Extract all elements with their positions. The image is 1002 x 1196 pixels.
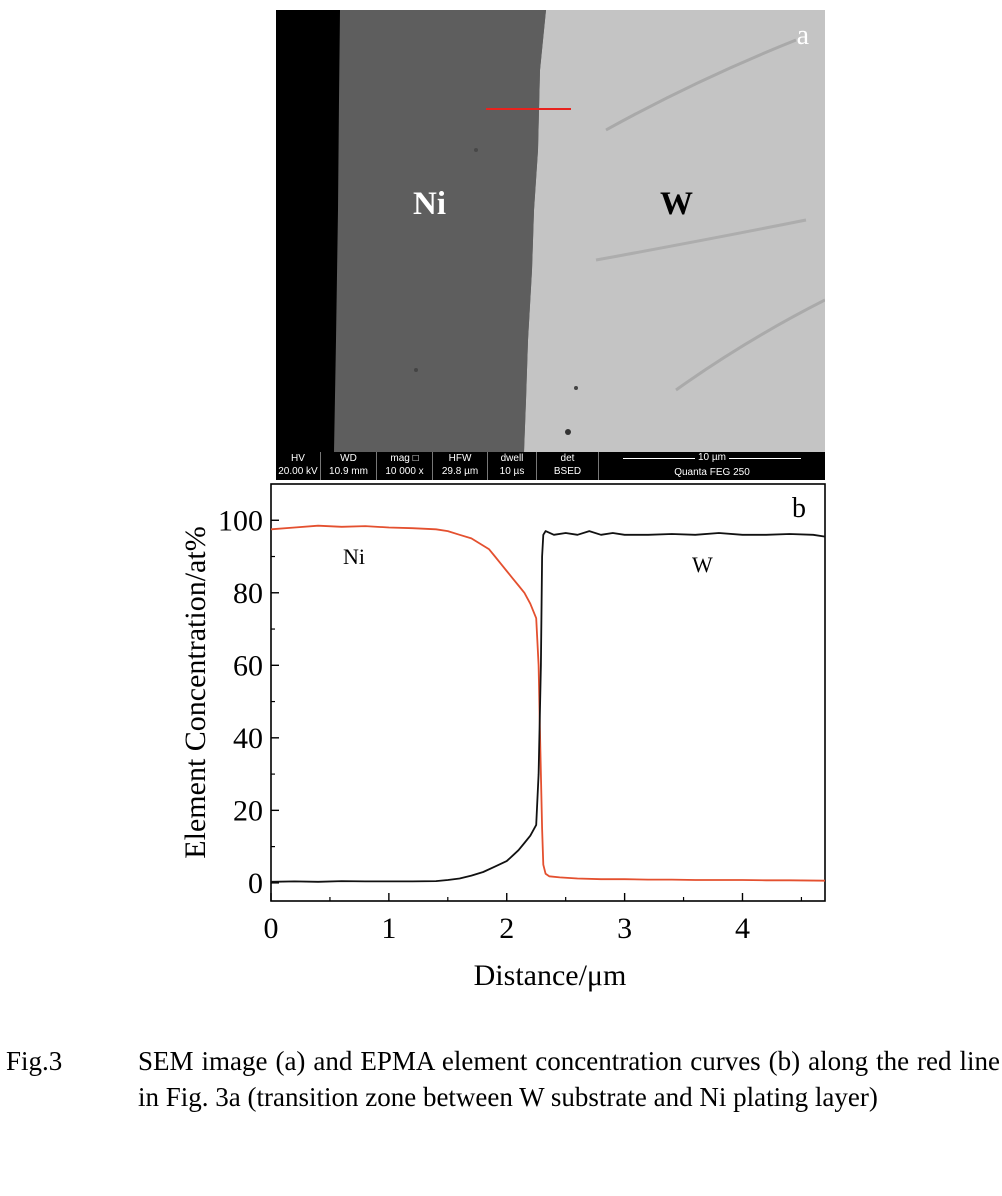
- sem-grain-boundary: [605, 38, 797, 132]
- plot-frame: [270, 483, 826, 902]
- x-tick-label: 4: [735, 912, 750, 945]
- x-tick-label: 0: [264, 912, 279, 945]
- instrument-name: Quanta FEG 250: [674, 467, 750, 478]
- chart-lines: [270, 524, 826, 883]
- sem-pore: [565, 429, 571, 435]
- sem-pore: [574, 386, 578, 390]
- databar-field-hfw: HFW 29.8 µm: [433, 452, 488, 480]
- databar-scale: 10 µm Quanta FEG 250: [599, 452, 825, 480]
- chart-axes: [270, 483, 826, 902]
- series-line-ni: [270, 524, 826, 882]
- y-axis-title: Element Concentration/at%: [179, 526, 212, 858]
- sem-panel-label: a: [796, 20, 809, 51]
- x-axis-title: Distance/μm: [474, 959, 627, 992]
- sem-grain-boundary: [595, 218, 807, 262]
- databar-field-dwell: dwell 10 µs: [488, 452, 537, 480]
- x-tick-label: 3: [617, 912, 632, 945]
- x-tick-label: 1: [381, 912, 396, 945]
- sem-ni-layer: [334, 10, 546, 452]
- sem-image: a Ni W HV 20.00 kV WD 10.9 mm mag □ 10 000 …: [276, 10, 825, 480]
- sem-databar: HV 20.00 kV WD 10.9 mm mag □ 10 000 x HFW 29…: [276, 452, 825, 480]
- sem-grain-boundary: [675, 298, 825, 392]
- sem-w-region-label: W: [660, 186, 693, 222]
- y-tick-label: 60: [233, 649, 263, 682]
- sem-pore: [474, 148, 478, 152]
- series-line-w: [270, 530, 826, 883]
- sem-micrograph: [276, 10, 825, 452]
- sem-pore: [414, 368, 418, 372]
- y-tick-label: 40: [233, 722, 263, 755]
- series-label-w: W: [692, 552, 713, 577]
- y-tick-label: 0: [248, 867, 263, 900]
- databar-field-wd: WD 10.9 mm: [321, 452, 377, 480]
- databar-field-det: det BSED: [537, 452, 599, 480]
- databar-field-mag: mag □ 10 000 x: [377, 452, 433, 480]
- y-tick-label: 100: [218, 504, 263, 537]
- databar-field-hv: HV 20.00 kV: [276, 452, 321, 480]
- chart-panel-label: b: [792, 493, 806, 524]
- y-tick-label: 80: [233, 577, 263, 610]
- scale-bar-label: 10 µm: [695, 452, 729, 463]
- series-label-ni: Ni: [343, 544, 365, 569]
- x-tick-label: 2: [499, 912, 514, 945]
- caption-text: SEM image (a) and EPMA element concentra…: [138, 1046, 1000, 1112]
- caption-label: Fig.3: [6, 1046, 63, 1076]
- sem-ni-region-label: Ni: [413, 186, 446, 222]
- y-tick-label: 20: [233, 794, 263, 827]
